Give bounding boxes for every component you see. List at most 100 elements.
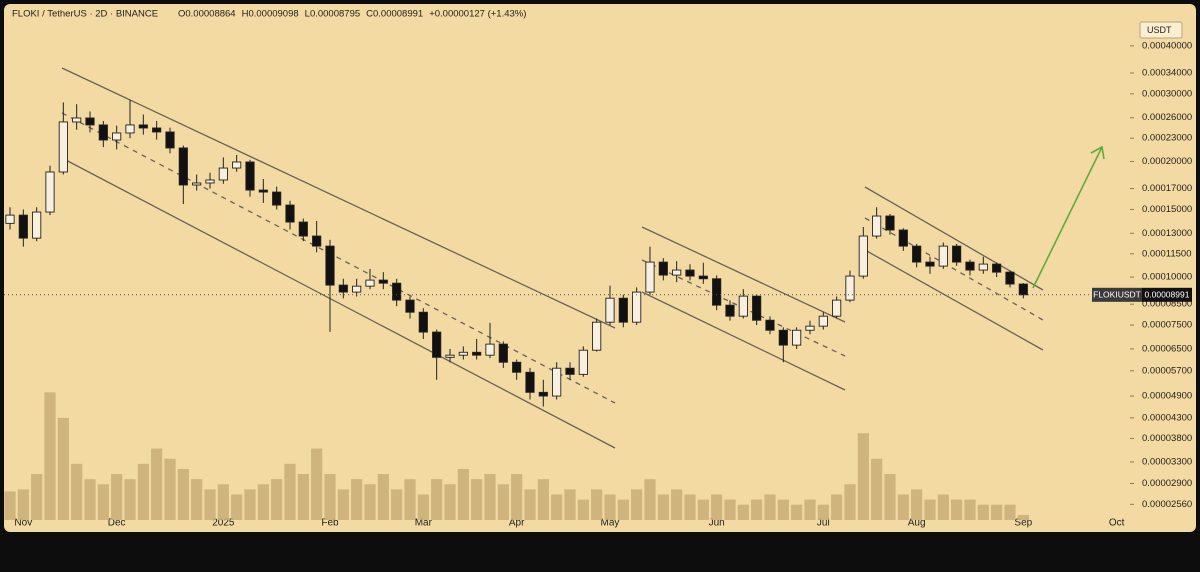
x-tick-label: Nov [14, 518, 32, 529]
volume-bar [631, 489, 643, 520]
volume-bar [1004, 504, 1016, 520]
candle-body [32, 211, 42, 239]
candle-body [72, 117, 82, 123]
ohlc-value: H0.00009098 [242, 9, 299, 20]
y-tick-label: 0.00017000 [1142, 183, 1192, 194]
candle-body [258, 189, 268, 193]
candle-body [658, 261, 668, 276]
channel-mid [61, 112, 616, 404]
candle-body [165, 131, 175, 149]
volume-bar [297, 474, 309, 520]
candle-body [285, 204, 295, 223]
price-badge: 0.00008991 [1145, 290, 1190, 300]
y-tick-label: 0.00011500 [1142, 248, 1192, 259]
volume-bar [404, 479, 416, 520]
candle-body [152, 127, 162, 133]
candle-body [178, 147, 188, 186]
volume-bar [751, 499, 763, 520]
volume-bar [617, 499, 629, 520]
ohlc-value: L0.00008795 [305, 9, 360, 20]
volume-bar [1017, 514, 1029, 520]
volume-bar [551, 494, 563, 520]
candle-body [525, 371, 535, 393]
x-tick-label: Dec [108, 518, 126, 529]
volume-bar [951, 499, 963, 520]
channel-line [864, 249, 1044, 351]
volume-bar [17, 489, 29, 520]
volume-bar [257, 484, 269, 520]
volume-bar [511, 474, 523, 520]
volume-bar [484, 474, 496, 520]
volume-bar [711, 494, 723, 520]
volume-bar [217, 484, 229, 520]
y-tick-label: 0.00023000 [1142, 133, 1192, 144]
volume-bar [151, 448, 163, 520]
y-tick-label: 0.00002560 [1142, 499, 1192, 510]
volume-bar [871, 458, 883, 520]
volume-bar [391, 489, 403, 520]
volume-bar [884, 474, 896, 520]
volume-bar [577, 499, 589, 520]
ohlc-value: +0.00000127 (+1.43%) [429, 9, 526, 20]
volume-bar [697, 499, 709, 520]
candle-body [232, 161, 242, 169]
volume-bar [4, 491, 16, 520]
volume-bar [284, 463, 296, 520]
volume-bar [644, 479, 656, 520]
candle-body [405, 299, 415, 313]
channel-line [61, 67, 616, 329]
candle-body [832, 299, 842, 317]
arrow-shaft [1032, 146, 1103, 289]
y-tick-label: 0.00003800 [1142, 433, 1192, 444]
volume-bar [991, 504, 1003, 520]
candle-body [45, 171, 55, 213]
volume-bar [764, 494, 776, 520]
volume-bar [244, 489, 256, 520]
volume-bar [164, 458, 176, 520]
y-tick-label: 0.00008500 [1142, 299, 1192, 310]
y-tick-label: 0.00040000 [1142, 40, 1192, 51]
volume-bar [471, 479, 483, 520]
volume-bar [897, 494, 909, 520]
volume-bar [591, 489, 603, 520]
symbol-badge: FLOKIUSDT [1093, 290, 1141, 300]
volume-bar [671, 489, 683, 520]
y-tick-label: 0.00004300 [1142, 412, 1192, 423]
candle-body [752, 295, 762, 321]
projection-arrow [1032, 145, 1105, 289]
candle-body [512, 361, 522, 373]
y-tick-label: 0.00034000 [1142, 68, 1192, 79]
chart-panel [4, 4, 1196, 532]
candle-body [98, 124, 108, 141]
volume-bar [111, 474, 123, 520]
candle-body [392, 282, 402, 301]
y-tick-label: 0.00004900 [1142, 391, 1192, 402]
candle-body [1018, 283, 1028, 296]
price-badge-bg [1142, 287, 1192, 302]
volume-bar [857, 433, 869, 520]
x-tick-label: Aug [908, 518, 926, 529]
channel-line [641, 291, 846, 391]
x-tick-label: Oct [1109, 518, 1125, 529]
candle-body [965, 261, 975, 271]
candle-body [885, 215, 895, 231]
volume-bar [537, 479, 549, 520]
volume-bar [431, 479, 443, 520]
candle-body [125, 124, 135, 134]
volume-bar [71, 463, 83, 520]
x-tick-label: Jul [817, 518, 830, 529]
candle-body [605, 297, 615, 323]
candle-body [698, 275, 708, 280]
candle-body [818, 315, 828, 327]
ohlc-legend: O0.00008864 H0.00009098 L0.00008795 C0.0000… [178, 9, 526, 20]
candle-body [218, 167, 228, 181]
candle-body [778, 329, 788, 346]
candle-body [1005, 271, 1015, 285]
x-tick-label: Jun [709, 518, 725, 529]
volume-bar [497, 484, 509, 520]
candle-body [565, 367, 575, 375]
candle-body [685, 269, 695, 277]
volume-bar [737, 504, 749, 520]
y-tick-label: 0.00013000 [1142, 228, 1192, 239]
